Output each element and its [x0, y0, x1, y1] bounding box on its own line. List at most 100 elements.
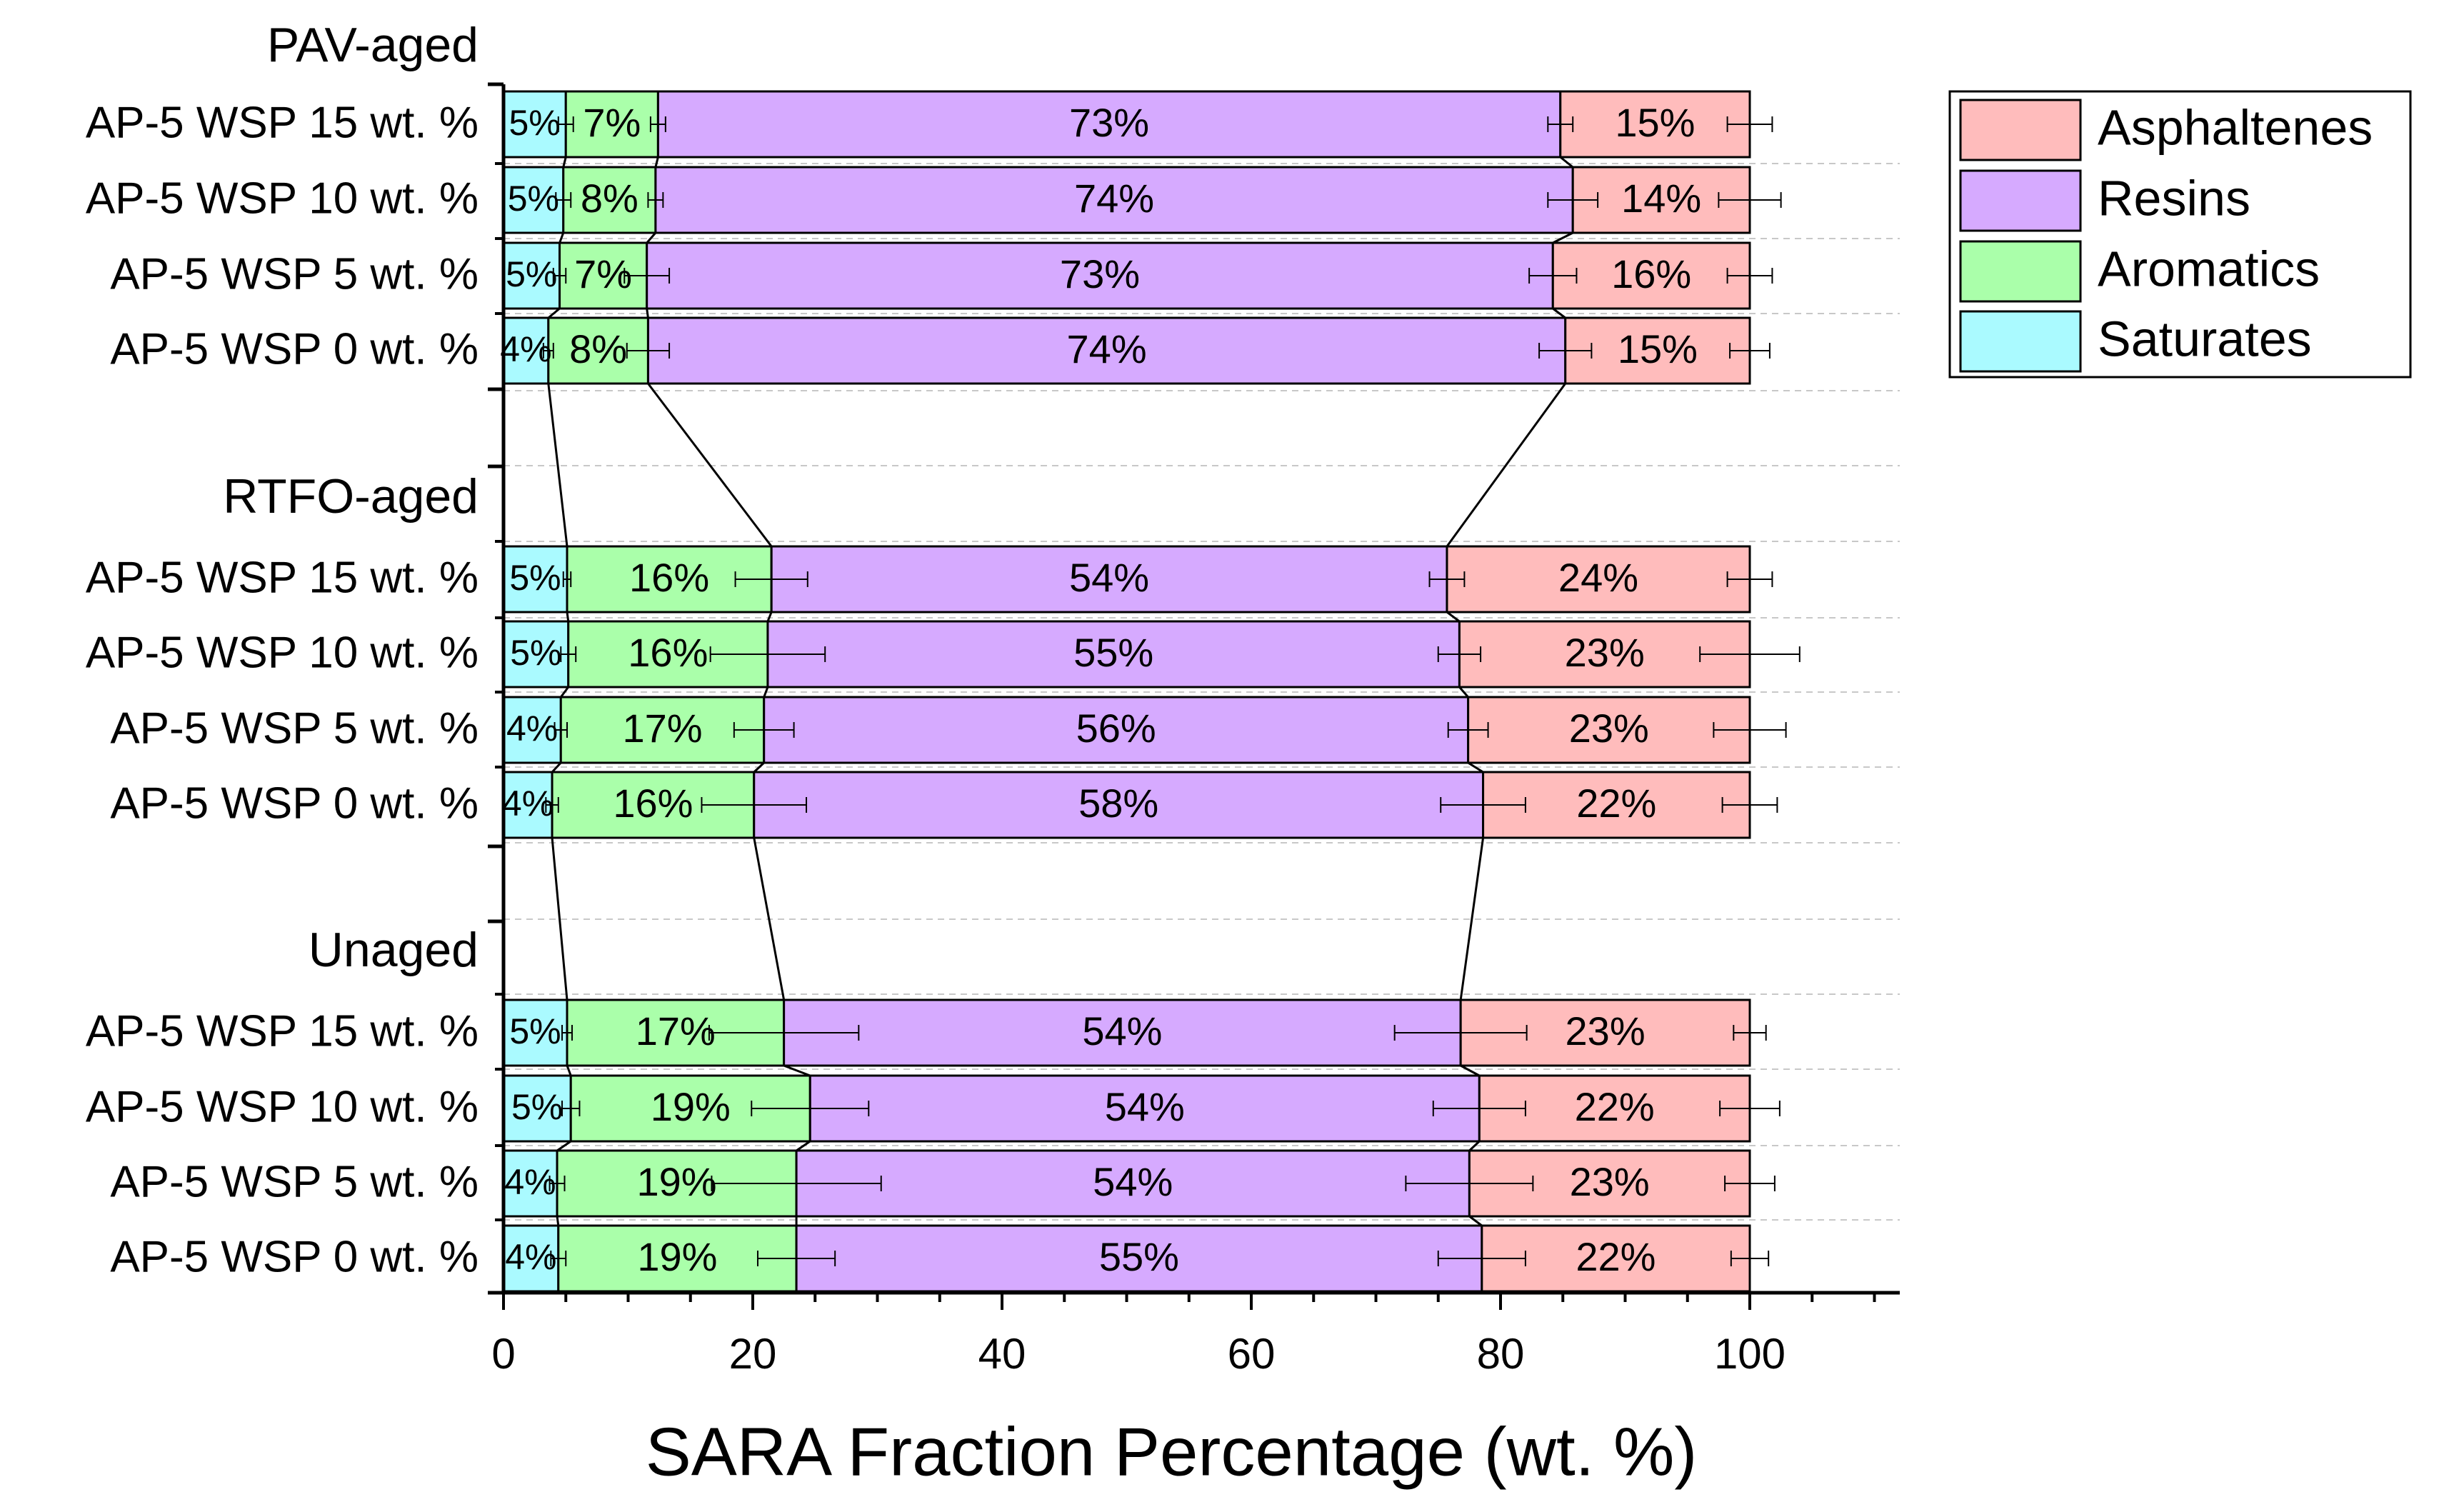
- data-label: 19%: [651, 1084, 731, 1129]
- x-tick-label: 80: [1477, 1330, 1525, 1378]
- bar-segment-asphaltenes: [1559, 90, 1751, 159]
- bar-segment-resins: [763, 696, 1470, 764]
- data-label: 54%: [1082, 1008, 1162, 1053]
- bar-segment-resins: [753, 771, 1485, 839]
- data-label: 19%: [637, 1234, 717, 1279]
- connector-line: [566, 611, 570, 622]
- legend-label: Saturates: [2098, 311, 2312, 366]
- connector-line: [551, 761, 562, 773]
- data-label: 5%: [511, 1087, 563, 1127]
- bar-segment-asphaltenes: [1551, 241, 1751, 310]
- bar-segment-saturates: [502, 620, 570, 689]
- x-tick-label: 60: [1228, 1330, 1276, 1378]
- data-label: 74%: [1067, 326, 1147, 371]
- data-label: 17%: [622, 706, 702, 751]
- group-title: Unaged: [309, 923, 479, 977]
- category-label: AP-5 WSP 5 wt. %: [110, 1157, 479, 1206]
- data-label: 24%: [1558, 555, 1638, 600]
- data-label: 73%: [1069, 100, 1149, 145]
- category-label: AP-5 WSP 0 wt. %: [110, 778, 479, 828]
- data-label: 55%: [1099, 1234, 1179, 1279]
- connector-line: [1446, 611, 1461, 623]
- data-label: 14%: [1621, 176, 1701, 221]
- connector-line: [562, 156, 567, 168]
- connector-line: [1552, 307, 1566, 319]
- data-label: 56%: [1076, 706, 1156, 751]
- category-label: AP-5 WSP 10 wt. %: [86, 628, 479, 677]
- data-label: 15%: [1618, 326, 1698, 371]
- bar-segment-saturates: [502, 998, 569, 1067]
- data-label: 5%: [509, 558, 561, 598]
- connector-line: [1468, 1140, 1481, 1152]
- category-label: AP-5 WSP 5 wt. %: [110, 704, 479, 753]
- legend-label: Asphaltenes: [2098, 99, 2373, 155]
- data-label: 8%: [581, 176, 638, 221]
- bar-segment-asphaltenes: [1564, 316, 1751, 385]
- data-label: 8%: [569, 326, 627, 371]
- connector-line: [766, 611, 773, 622]
- connector-line: [1460, 1064, 1481, 1077]
- bar-segment-resins: [766, 620, 1461, 689]
- legend-label: Resins: [2098, 170, 2250, 226]
- legend-swatch-saturates: [1959, 310, 2082, 373]
- data-label: 7%: [574, 251, 632, 296]
- connector-line: [647, 383, 773, 547]
- data-label: 5%: [509, 103, 560, 143]
- connector-line: [551, 837, 569, 1001]
- connector-line: [763, 686, 769, 698]
- data-label: 23%: [1569, 706, 1649, 751]
- bar-segment-asphaltenes: [1482, 771, 1751, 839]
- connector-line: [796, 1140, 811, 1152]
- category-label: AP-5 WSP 0 wt. %: [110, 1232, 479, 1281]
- connector-line: [1467, 761, 1484, 773]
- connector-line: [1446, 383, 1566, 547]
- connector-line: [753, 837, 786, 1001]
- data-label: 17%: [636, 1008, 716, 1053]
- x-tick-label: 40: [978, 1330, 1026, 1378]
- bar-segment-resins: [646, 241, 1554, 310]
- connector-line: [1459, 837, 1485, 1001]
- bar-segment-saturates: [502, 1149, 559, 1218]
- bar-segment-saturates: [502, 771, 554, 839]
- data-label: 16%: [1611, 251, 1691, 296]
- category-label: AP-5 WSP 0 wt. %: [110, 324, 479, 374]
- category-label: AP-5 WSP 10 wt. %: [86, 1082, 479, 1131]
- data-label: 23%: [1565, 630, 1645, 675]
- data-label: 23%: [1566, 1008, 1646, 1053]
- bar-segment-resins: [646, 316, 1567, 385]
- data-label: 4%: [506, 709, 558, 749]
- group-title: RTFO-aged: [223, 469, 479, 524]
- connector-line: [1559, 156, 1574, 169]
- connector-line: [654, 156, 659, 168]
- data-label: 22%: [1576, 1234, 1656, 1279]
- bar-segment-resins: [656, 90, 1562, 159]
- group-title: PAV-aged: [267, 18, 479, 72]
- category-label: AP-5 WSP 15 wt. %: [86, 98, 479, 147]
- data-label: 73%: [1060, 251, 1140, 296]
- connector-line: [753, 761, 765, 773]
- data-label: 5%: [509, 1011, 561, 1051]
- legend-swatch-resins: [1959, 169, 2082, 232]
- connector-line: [1458, 686, 1469, 698]
- connector-line: [556, 1140, 572, 1152]
- data-label: 4%: [505, 1237, 556, 1277]
- data-label: 5%: [506, 254, 557, 294]
- data-label: 16%: [613, 781, 693, 826]
- category-label: AP-5 WSP 10 wt. %: [86, 174, 479, 223]
- data-label: 19%: [637, 1159, 717, 1204]
- data-label: 16%: [628, 630, 708, 675]
- data-label: 58%: [1078, 781, 1158, 826]
- data-label: 54%: [1093, 1159, 1173, 1204]
- data-label: 22%: [1576, 781, 1656, 826]
- data-label: 74%: [1074, 176, 1154, 221]
- data-label: 4%: [504, 1162, 556, 1202]
- connector-line: [566, 1065, 572, 1076]
- connector-line: [556, 1216, 560, 1226]
- legend-label: Aromatics: [2098, 241, 2320, 296]
- data-label: 54%: [1069, 555, 1149, 600]
- x-tick-label: 100: [1714, 1330, 1786, 1378]
- data-label: 23%: [1570, 1159, 1650, 1204]
- bar-segment-resins: [808, 1074, 1481, 1143]
